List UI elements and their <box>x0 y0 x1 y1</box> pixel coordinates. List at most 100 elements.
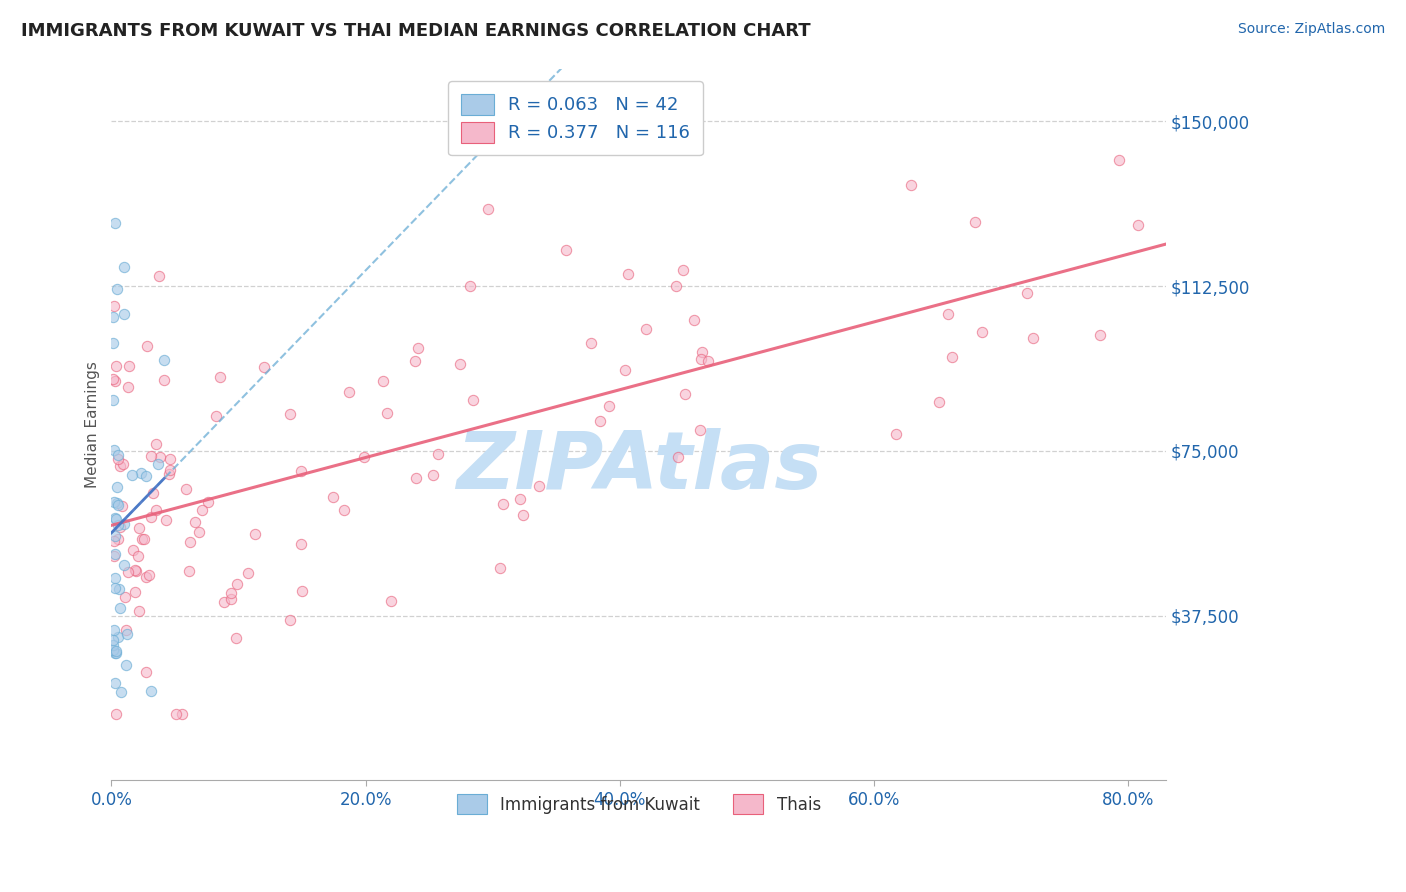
Point <box>110 685 132 699</box>
Point <box>118 359 141 373</box>
Point <box>103 643 125 657</box>
Point <box>148 458 170 472</box>
Point <box>579 335 602 350</box>
Point <box>128 604 150 618</box>
Point <box>406 342 429 356</box>
Point <box>104 581 127 595</box>
Point <box>322 490 344 504</box>
Y-axis label: Median Earnings: Median Earnings <box>86 361 100 488</box>
Point <box>105 495 128 509</box>
Point <box>129 467 152 481</box>
Point <box>110 520 132 534</box>
Point <box>145 437 167 451</box>
Point <box>135 469 157 483</box>
Point <box>449 358 471 372</box>
Point <box>333 503 356 517</box>
Point <box>928 395 950 409</box>
Point <box>117 565 139 579</box>
Point <box>135 570 157 584</box>
Point <box>110 459 132 474</box>
Point <box>426 447 449 461</box>
Legend: Immigrants from Kuwait, Thais: Immigrants from Kuwait, Thais <box>446 783 832 825</box>
Point <box>121 467 143 482</box>
Point <box>197 495 219 509</box>
Point <box>104 216 127 230</box>
Point <box>103 299 125 313</box>
Point <box>112 308 135 322</box>
Point <box>191 503 214 517</box>
Point <box>290 464 312 478</box>
Point <box>103 372 125 386</box>
Point <box>936 307 959 321</box>
Point <box>114 590 136 604</box>
Point <box>405 470 427 484</box>
Point <box>111 499 134 513</box>
Point <box>512 508 534 522</box>
Point <box>1015 285 1038 300</box>
Point <box>104 374 127 388</box>
Point <box>103 549 125 564</box>
Point <box>101 632 124 647</box>
Point <box>697 354 720 368</box>
Point <box>104 707 127 722</box>
Point <box>112 260 135 274</box>
Point <box>174 482 197 496</box>
Point <box>103 495 125 509</box>
Point <box>170 707 193 722</box>
Point <box>380 594 402 608</box>
Point <box>153 353 176 368</box>
Point <box>188 525 211 540</box>
Point <box>375 406 398 420</box>
Point <box>278 613 301 627</box>
Point <box>159 463 181 477</box>
Point <box>145 503 167 517</box>
Point <box>636 322 658 336</box>
Point <box>149 450 172 465</box>
Point <box>107 498 129 512</box>
Point <box>101 336 124 351</box>
Point <box>179 564 201 578</box>
Point <box>477 202 499 216</box>
Point <box>153 373 176 387</box>
Point <box>104 646 127 660</box>
Point <box>278 407 301 421</box>
Point <box>139 509 162 524</box>
Point <box>104 511 127 525</box>
Point <box>138 568 160 582</box>
Point <box>107 532 129 546</box>
Point <box>404 354 426 368</box>
Point <box>963 215 986 229</box>
Point <box>1108 153 1130 168</box>
Point <box>900 178 922 192</box>
Point <box>108 582 131 596</box>
Point <box>236 566 259 581</box>
Point <box>555 243 578 257</box>
Point <box>135 665 157 679</box>
Point <box>115 626 138 640</box>
Point <box>458 278 481 293</box>
Point <box>104 646 127 660</box>
Point <box>205 409 228 423</box>
Point <box>101 393 124 408</box>
Point <box>422 467 444 482</box>
Point <box>105 282 128 296</box>
Point <box>690 351 713 366</box>
Point <box>134 532 156 546</box>
Point <box>124 563 146 577</box>
Point <box>489 560 512 574</box>
Point <box>136 339 159 353</box>
Point <box>179 535 201 549</box>
Point <box>690 345 713 359</box>
Text: IMMIGRANTS FROM KUWAIT VS THAI MEDIAN EARNINGS CORRELATION CHART: IMMIGRANTS FROM KUWAIT VS THAI MEDIAN EA… <box>21 22 811 40</box>
Point <box>105 480 128 494</box>
Point <box>673 387 696 401</box>
Point <box>103 533 125 548</box>
Point <box>131 532 153 546</box>
Point <box>461 393 484 408</box>
Point <box>128 520 150 534</box>
Point <box>689 423 711 437</box>
Point <box>107 448 129 462</box>
Point <box>290 537 312 551</box>
Point <box>104 359 127 373</box>
Point <box>157 467 180 481</box>
